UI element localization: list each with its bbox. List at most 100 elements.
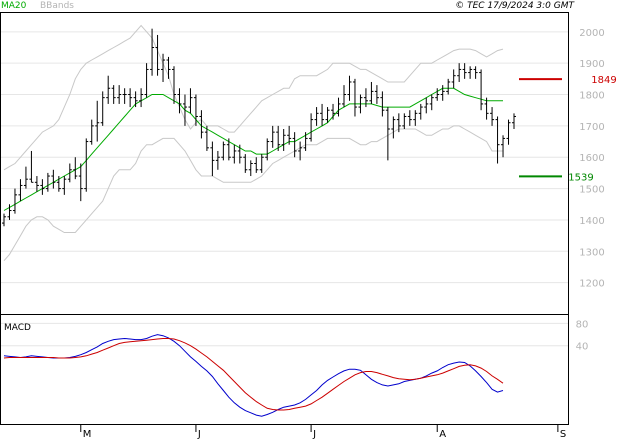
price-y-tick-label: 1200 (579, 279, 604, 290)
x-tick-label: A (439, 429, 446, 440)
ohlc-bar (451, 69, 456, 89)
ohlc-bar (309, 113, 314, 142)
ohlc-bar (117, 85, 122, 104)
price-y-tick-label: 1300 (579, 247, 604, 258)
ohlc-bar (490, 107, 495, 126)
ohlc-bar (363, 88, 368, 108)
ohlc-bar (56, 176, 61, 192)
ohlc-bar (18, 179, 23, 202)
price-y-tick-label: 1600 (579, 153, 604, 164)
x-tick-label: J (312, 429, 316, 440)
support-label: 1539 (568, 172, 593, 183)
x-tick-label: S (560, 429, 566, 440)
ohlc-bar (155, 34, 160, 76)
ohlc-bar (468, 66, 473, 79)
ma20-line (3, 87, 503, 211)
ohlc-bar (51, 169, 56, 189)
price-y-tick-label: 1900 (579, 59, 604, 70)
ohlc-bar (188, 88, 193, 114)
ohlc-bar (396, 113, 401, 133)
ohlc-bar (199, 110, 204, 139)
ohlc-bar (407, 110, 412, 126)
ohlc-bar (182, 94, 187, 126)
ohlc-bar (270, 125, 275, 148)
ohlc-bar (435, 88, 440, 101)
ohlc-bar (484, 97, 489, 120)
source-timestamp: © TEC 17/9/2024 3:0 GMT (455, 1, 575, 11)
bollinger-bands (3, 24, 504, 262)
ohlc-bar (193, 94, 198, 126)
macd-lines (3, 334, 504, 417)
macd-y-axis: 80 40 (576, 319, 589, 352)
ohlc-bar (347, 75, 352, 101)
price-y-axis: 2000 1900 1800 1700 1600 1500 1400 1300 1200 1849… (568, 28, 616, 290)
resistance-label: 1849 (591, 75, 616, 86)
ohlc-bar (111, 85, 116, 104)
moving-average-20 (3, 87, 503, 211)
ohlc-bar (45, 172, 50, 192)
ohlc-bar (380, 91, 385, 117)
ohlc-bar (281, 129, 286, 151)
ohlc-bar (12, 188, 17, 214)
ohlc-bar (237, 144, 242, 164)
ohlc-bar (150, 28, 155, 76)
price-bars (2, 28, 516, 227)
ohlc-bar (7, 204, 12, 220)
ohlc-bar (342, 85, 346, 108)
price-y-tick-label: 1700 (579, 122, 604, 133)
ohlc-bar (133, 91, 138, 108)
ohlc-bar (440, 85, 445, 101)
ohlc-bar (172, 66, 176, 104)
ohlc-bar (446, 78, 451, 95)
ma20-legend: MA20 (1, 1, 27, 11)
ohlc-bar (391, 116, 396, 139)
ohlc-bar (40, 179, 45, 195)
x-tick-label: J (197, 429, 201, 440)
macd-panel: MACD (0, 314, 569, 425)
ohlc-bar (78, 163, 83, 202)
ohlc-bar (128, 88, 133, 108)
macd-grid (1, 322, 568, 347)
ohlc-bar (73, 157, 78, 180)
bbands-legend: BBands (40, 1, 74, 11)
ohlc-bar (276, 125, 281, 151)
price-panel-frame (0, 12, 569, 315)
ohlc-bar (100, 91, 105, 126)
ohlc-bar (418, 103, 423, 120)
ohlc-bar (314, 107, 319, 126)
ohlc-bar (248, 160, 253, 177)
ohlc-bar (106, 75, 111, 104)
price-y-tick-label: 1800 (579, 91, 604, 102)
price-y-tick-label: 2000 (579, 28, 604, 39)
price-y-tick-label: 1400 (579, 216, 604, 227)
ohlc-bar (161, 53, 166, 82)
ohlc-bar (287, 125, 292, 145)
ohlc-bar (385, 107, 390, 161)
ohlc-bar (413, 110, 418, 126)
ohlc-bar (232, 144, 237, 164)
ohlc-bar (177, 88, 182, 114)
ohlc-bar (204, 125, 209, 151)
ohlc-bar (292, 132, 297, 158)
ohlc-bar (462, 63, 467, 79)
ohlc-bar (122, 88, 127, 104)
macd-signal-line (3, 338, 504, 411)
ohlc-bar (473, 66, 478, 79)
ohlc-bar (254, 157, 259, 173)
ohlc-bar (84, 138, 89, 192)
ohlc-bar (34, 176, 39, 192)
ohlc-bar (495, 116, 500, 164)
ohlc-bar (352, 78, 357, 117)
ohlc-bar (331, 103, 336, 120)
ohlc-bar (402, 113, 407, 130)
ohlc-bar (62, 176, 67, 195)
ohlc-bar (374, 85, 379, 104)
ohlc-bar (139, 88, 144, 108)
ohlc-bar (325, 107, 330, 123)
ohlc-bar (369, 81, 374, 104)
support-resistance-levels (519, 78, 562, 178)
ohlc-bar (29, 150, 34, 183)
macd-y-tick-label: 80 (576, 319, 589, 330)
